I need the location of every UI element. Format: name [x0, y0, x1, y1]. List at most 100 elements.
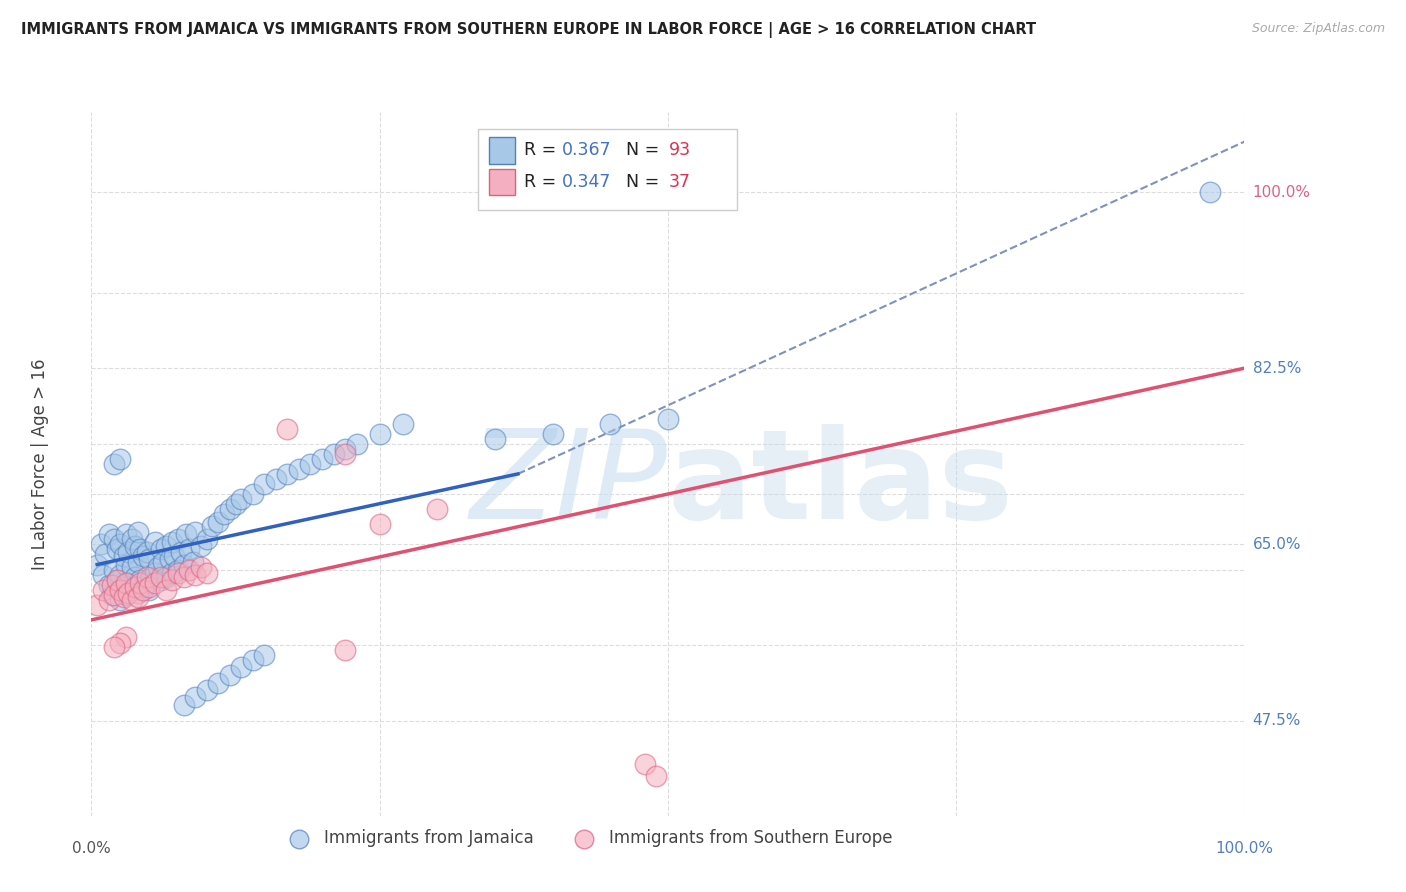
Point: [112, 590, 135, 604]
Legend: Immigrants from Jamaica, Immigrants from Southern Europe: Immigrants from Jamaica, Immigrants from…: [276, 822, 898, 854]
Point: [110, 582, 132, 597]
Point: [143, 535, 166, 549]
Point: [231, 660, 253, 674]
Point: [97, 592, 120, 607]
Bar: [489, 136, 515, 163]
Point: [288, 462, 311, 476]
Point: [160, 573, 183, 587]
Bar: [489, 169, 515, 195]
Point: [135, 545, 157, 559]
Point: [135, 569, 157, 583]
Point: [368, 426, 391, 441]
Text: In Labor Force | Age > 16: In Labor Force | Age > 16: [31, 358, 49, 570]
Text: 93: 93: [669, 141, 692, 160]
Point: [127, 556, 149, 570]
Point: [86, 558, 108, 572]
Point: [155, 582, 177, 597]
Point: [190, 540, 212, 554]
Point: [110, 567, 132, 582]
Point: [148, 559, 170, 574]
Point: [124, 569, 146, 583]
Point: [163, 549, 186, 564]
Text: 47.5%: 47.5%: [1253, 713, 1301, 728]
Point: [179, 563, 201, 577]
Text: atlas: atlas: [668, 425, 1014, 546]
Text: IMMIGRANTS FROM JAMAICA VS IMMIGRANTS FROM SOUTHERN EUROPE IN LABOR FORCE | AGE : IMMIGRANTS FROM JAMAICA VS IMMIGRANTS FR…: [21, 22, 1036, 38]
Point: [346, 436, 368, 450]
Point: [91, 567, 114, 582]
Point: [110, 537, 132, 551]
Point: [201, 519, 224, 533]
Point: [115, 575, 138, 590]
Text: 0.0%: 0.0%: [72, 841, 111, 856]
Point: [645, 769, 668, 783]
Point: [149, 542, 172, 557]
Point: [138, 580, 160, 594]
Point: [103, 457, 125, 471]
Point: [127, 525, 149, 540]
Point: [311, 451, 333, 466]
Point: [132, 549, 155, 564]
Point: [105, 573, 128, 587]
Text: 65.0%: 65.0%: [1253, 537, 1301, 552]
Point: [166, 566, 188, 580]
Point: [115, 588, 138, 602]
Point: [184, 567, 207, 582]
Point: [179, 542, 201, 557]
Point: [242, 487, 264, 501]
Point: [121, 582, 143, 597]
Point: [242, 653, 264, 667]
Point: [657, 411, 679, 425]
Point: [115, 630, 138, 644]
Point: [322, 447, 344, 461]
Point: [253, 477, 276, 491]
Point: [121, 592, 143, 607]
Point: [173, 558, 195, 572]
Point: [207, 676, 229, 690]
Point: [105, 573, 128, 587]
Point: [115, 527, 138, 541]
Point: [541, 426, 564, 441]
Point: [101, 588, 124, 602]
Point: [132, 580, 155, 594]
Point: [174, 527, 197, 541]
Point: [333, 643, 356, 657]
Text: R =: R =: [524, 173, 561, 191]
Point: [160, 535, 183, 549]
Point: [135, 575, 157, 590]
Point: [110, 451, 132, 466]
Text: 37: 37: [669, 173, 690, 191]
Text: 0.347: 0.347: [562, 173, 612, 191]
Text: 82.5%: 82.5%: [1253, 360, 1301, 376]
Point: [141, 569, 163, 583]
Point: [166, 563, 188, 577]
Point: [225, 497, 247, 511]
Point: [124, 540, 146, 554]
Point: [103, 640, 125, 654]
Point: [253, 648, 276, 662]
Point: [128, 575, 150, 590]
Point: [195, 683, 218, 698]
Point: [159, 552, 181, 566]
Point: [90, 537, 112, 551]
Point: [218, 502, 240, 516]
Point: [333, 442, 356, 456]
Point: [138, 582, 160, 597]
Point: [484, 432, 506, 446]
Point: [132, 582, 155, 597]
Point: [128, 573, 150, 587]
Text: N =: N =: [614, 173, 665, 191]
Point: [207, 515, 229, 529]
Point: [149, 573, 172, 587]
Point: [128, 542, 150, 557]
Text: 0.367: 0.367: [562, 141, 612, 160]
Point: [190, 559, 212, 574]
Point: [170, 545, 193, 559]
Point: [97, 527, 120, 541]
Point: [143, 566, 166, 580]
Point: [368, 517, 391, 532]
Point: [121, 559, 143, 574]
Point: [121, 533, 143, 547]
Point: [264, 472, 287, 486]
Point: [149, 569, 172, 583]
